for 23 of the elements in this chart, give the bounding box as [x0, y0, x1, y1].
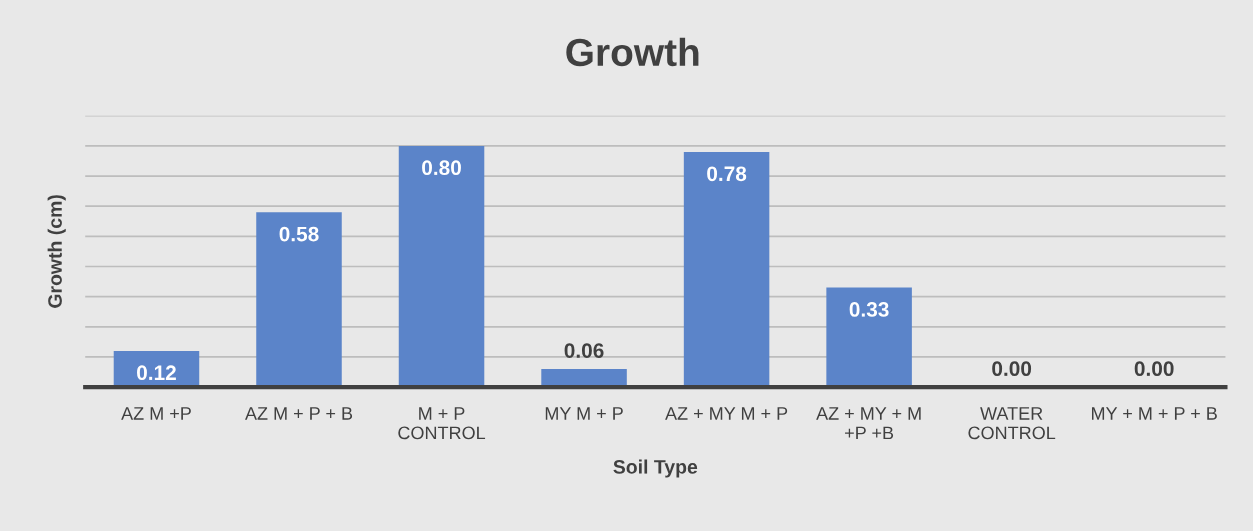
x-axis-title: Soil Type: [613, 459, 698, 478]
bar: [256, 212, 342, 388]
data-label: 0.33: [849, 302, 889, 317]
data-label: 0.06: [564, 343, 604, 358]
x-tick-label: WATER CONTROL: [968, 407, 1056, 440]
bar: [398, 145, 485, 388]
y-axis-title: Growth (cm): [47, 195, 66, 308]
data-label: 0.78: [707, 166, 747, 182]
x-tick-label: AZ M +P: [121, 407, 191, 420]
x-tick-label: AZ + MY + M +P +B: [816, 407, 921, 440]
x-tick-label: MY + M + P + B: [1092, 407, 1217, 420]
x-tick-label: AZ M + P + B: [245, 407, 353, 420]
bar: [683, 151, 770, 388]
x-tick-label: M + P CONTROL: [398, 407, 486, 440]
x-tick-label: MY M + P: [545, 407, 623, 420]
data-label: 0.12: [137, 365, 176, 381]
data-label: 0.00: [992, 361, 1032, 377]
data-label: 0.00: [1134, 361, 1174, 377]
data-label: 0.58: [279, 226, 319, 242]
chart-title: Growth: [566, 37, 699, 67]
bar: [826, 287, 912, 388]
data-label: 0.80: [422, 160, 461, 176]
x-tick-label: AZ + MY M + P: [665, 407, 788, 420]
